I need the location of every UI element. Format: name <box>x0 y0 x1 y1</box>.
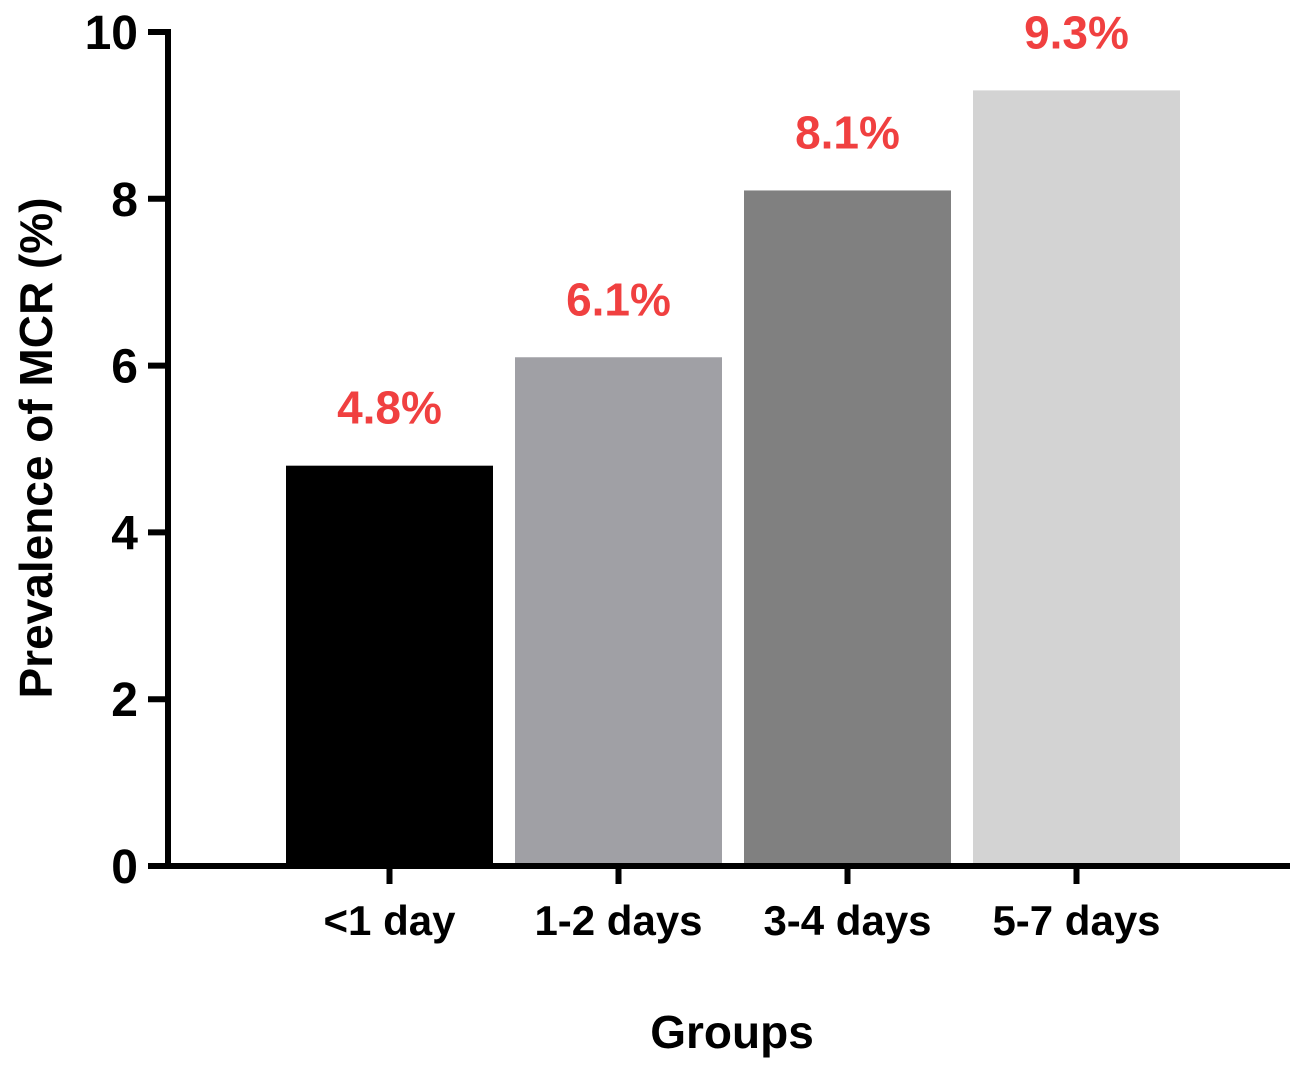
bar <box>973 90 1180 863</box>
x-tick-label: 1-2 days <box>534 897 702 944</box>
y-axis-ticks: 0 2 4 6 8 10 <box>85 7 168 894</box>
bar <box>744 190 951 863</box>
bar <box>286 465 493 863</box>
data-label: 6.1% <box>566 273 671 325</box>
x-axis-title: Groups <box>650 1006 814 1058</box>
y-tick-label: 0 <box>111 841 138 894</box>
y-tick-label: 10 <box>85 7 138 60</box>
bars <box>286 90 1180 863</box>
x-tick-label: <1 day <box>324 897 457 944</box>
y-tick-label: 2 <box>111 674 138 727</box>
bar <box>515 357 722 863</box>
x-axis-ticks: <1 day 1-2 days 3-4 days 5-7 days <box>324 866 1161 944</box>
data-label: 9.3% <box>1024 6 1129 58</box>
x-tick-label: 5-7 days <box>992 897 1160 944</box>
y-tick-label: 4 <box>111 507 138 560</box>
y-axis-title: Prevalence of MCR (%) <box>10 197 62 698</box>
data-label: 8.1% <box>795 106 900 158</box>
data-label: 4.8% <box>337 382 442 434</box>
x-tick-label: 3-4 days <box>763 897 931 944</box>
data-labels: 4.8% 6.1% 8.1% 9.3% <box>337 6 1129 433</box>
y-tick-label: 6 <box>111 341 138 394</box>
y-tick-label: 8 <box>111 174 138 227</box>
